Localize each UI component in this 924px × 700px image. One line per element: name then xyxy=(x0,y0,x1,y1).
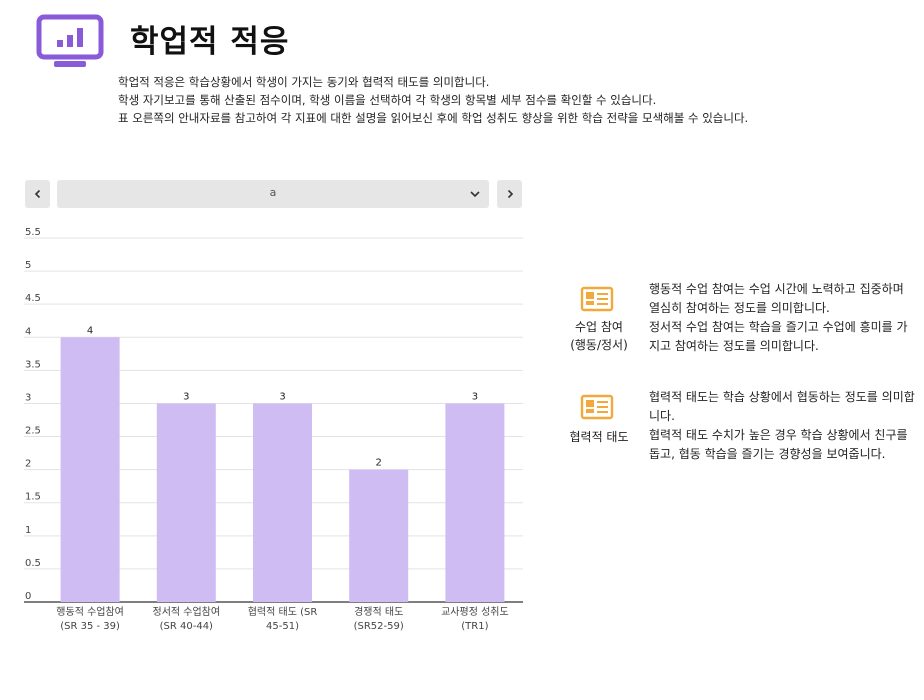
page-title: 학업적 적응 xyxy=(130,24,290,60)
x-tick-label: 정서적 수업참여 xyxy=(153,605,221,618)
chevron-down-icon xyxy=(470,191,480,198)
bar-data-label: 3 xyxy=(279,391,285,402)
next-student-button[interactable] xyxy=(497,180,522,208)
bar[interactable] xyxy=(253,403,312,602)
bar[interactable] xyxy=(156,403,216,602)
x-tick-label: (SR 35 - 39) xyxy=(60,621,120,632)
page-description: 학업적 적응은 학습상황에서 학생이 가지는 동기와 협력적 태도를 의미합니다… xyxy=(118,73,748,127)
y-tick-label: 3 xyxy=(25,392,31,403)
x-tick-label: (SR52-59) xyxy=(354,621,404,632)
bar[interactable] xyxy=(445,403,505,602)
info-text-paragraph: 행동적 수업 참여는 수업 시간에 노력하고 집중하며 열심히 참여하는 정도를… xyxy=(649,282,904,315)
y-tick-label: 2.5 xyxy=(25,426,41,437)
monitor-chart-icon xyxy=(36,14,104,72)
y-tick-label: 4 xyxy=(25,326,31,337)
id-card-icon xyxy=(580,394,614,420)
y-tick-label: 1.5 xyxy=(25,492,41,503)
bar-chart: 0 0.5 1 1.5 2 2.5 3 3.5 4 4.5 5 5.5 4 행동적 수업참여 (SR 35 … xyxy=(24,227,523,632)
student-select[interactable]: a xyxy=(57,180,489,208)
info-text-paragraph: 협력적 태도 수치가 높은 경우 학습 상황에서 친구를 돕고, 협동 학습을 … xyxy=(649,428,908,461)
bar-data-label: 2 xyxy=(376,458,382,469)
info-text-paragraph: 정서적 수업 참여는 학습을 즐기고 수업에 흥미를 가지고 참여하는 정도를 … xyxy=(649,320,908,353)
chevron-left-icon xyxy=(34,189,40,199)
y-tick-label: 0 xyxy=(25,591,31,602)
info-text: 협력적 태도는 학습 상황에서 협동하는 정도를 의미합니다. 협력적 태도 수… xyxy=(649,388,915,464)
y-tick-label: 0.5 xyxy=(25,558,41,569)
x-tick-label: 행동적 수업참여 xyxy=(56,605,124,618)
x-tick-label: 교사평정 성취도 xyxy=(441,606,509,618)
y-tick-label: 2 xyxy=(25,459,31,470)
bar[interactable] xyxy=(60,337,120,602)
info-label-line: 수업 참여 xyxy=(575,320,623,334)
info-label-line: 협력적 태도 xyxy=(569,430,629,444)
y-tick-label: 1 xyxy=(25,525,31,536)
x-tick-label: 협력적 태도 (SR xyxy=(248,605,318,618)
description-line: 학업적 적응은 학습상황에서 학생이 가지는 동기와 협력적 태도를 의미합니다… xyxy=(118,75,490,89)
y-tick-label: 3.5 xyxy=(25,359,41,370)
bar-data-label: 4 xyxy=(87,325,93,336)
description-line: 표 오른쪽의 안내자료를 참고하여 각 지표에 대한 설명을 읽어보신 후에 학… xyxy=(118,111,749,125)
x-tick-label: 45-51) xyxy=(266,621,299,632)
bar-data-label: 3 xyxy=(472,391,478,402)
y-tick-label: 4.5 xyxy=(25,293,41,304)
info-text-paragraph: 협력적 태도는 학습 상황에서 협동하는 정도를 의미합니다. xyxy=(649,390,915,423)
y-tick-label: 5.5 xyxy=(25,227,41,238)
info-label: 협력적 태도 xyxy=(560,428,638,446)
info-text: 행동적 수업 참여는 수업 시간에 노력하고 집중하며 열심히 참여하는 정도를… xyxy=(649,280,915,356)
chevron-right-icon xyxy=(507,189,513,199)
x-tick-label: (TR1) xyxy=(461,621,488,632)
previous-student-button[interactable] xyxy=(25,180,50,208)
x-tick-label: 경쟁적 태도 xyxy=(354,605,403,618)
y-tick-label: 5 xyxy=(25,260,31,271)
bar-data-label: 3 xyxy=(183,391,189,402)
bar[interactable] xyxy=(349,469,409,602)
info-label: 수업 참여 (행동/정서) xyxy=(560,318,638,354)
id-card-icon xyxy=(580,286,614,312)
info-label-line: (행동/정서) xyxy=(570,338,628,352)
student-select-value: a xyxy=(269,186,277,199)
x-tick-label: (SR 40-44) xyxy=(160,621,213,632)
description-line: 학생 자기보고를 통해 산출된 점수이며, 학생 이름을 선택하여 각 학생의 … xyxy=(118,93,657,107)
